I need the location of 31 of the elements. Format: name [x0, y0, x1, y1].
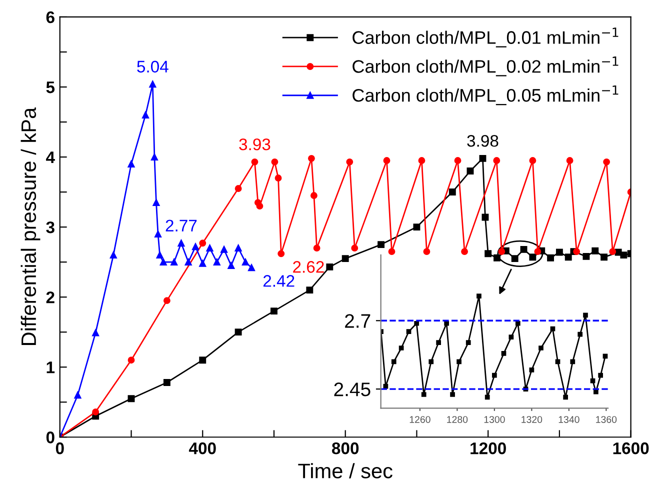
x-tick-label: 0 [56, 442, 64, 454]
y-tick-label: 2.7 [345, 314, 370, 328]
x-tick-label: 1200 [470, 442, 506, 454]
x-tick-label: 800 [332, 442, 359, 454]
x-tick-label: 1320 [522, 416, 542, 423]
x-axis-title: Time / sec [298, 463, 392, 478]
y-tick-label: 2.45 [334, 382, 370, 396]
y-tick-label: 3 [46, 221, 54, 234]
x-tick-label: 1280 [447, 416, 468, 423]
y-tick-label: 0 [46, 432, 54, 444]
y-axis-title: Differential pressure / kPa [20, 107, 40, 345]
annotation: 2.42 [263, 275, 294, 287]
annotation: 3.98 [467, 134, 498, 147]
legend-label: Carbon cloth/MPL_0.05 mLmin$^{−1}$ [352, 85, 618, 106]
legend-label: Carbon cloth/MPL_0.02 mLmin$^{−1}$ [352, 56, 618, 76]
y-tick-label: 1 [46, 362, 55, 374]
x-tick-label: 1360 [596, 416, 617, 423]
x-tick-label: 400 [188, 442, 216, 454]
x-tick-label: 1300 [484, 416, 505, 423]
y-tick-label: 6 [46, 11, 54, 24]
y-tick-label: 4 [46, 152, 55, 164]
annotation: 2.77 [166, 220, 197, 232]
legend-label: Carbon cloth/MPL_0.01 mLmin$^{−1}$ [352, 28, 618, 48]
x-tick-label: 1340 [558, 416, 580, 423]
x-tick-label: 1600 [613, 442, 649, 454]
annotation: 3.93 [239, 138, 270, 150]
y-tick-label: 2 [46, 291, 54, 304]
annotation: 2.62 [293, 261, 324, 273]
x-tick-label: 1260 [410, 416, 430, 423]
annotation: 5.04 [137, 60, 168, 73]
y-tick-label: 5 [46, 82, 55, 94]
